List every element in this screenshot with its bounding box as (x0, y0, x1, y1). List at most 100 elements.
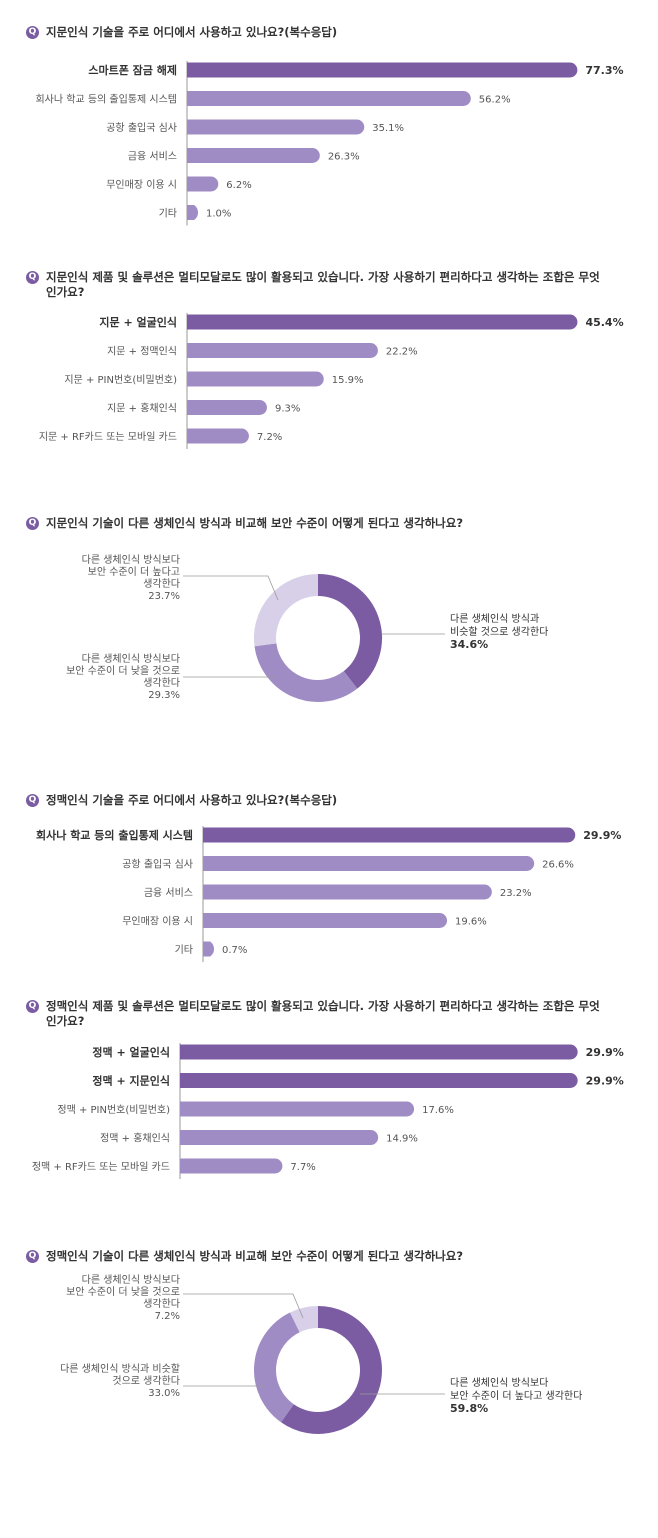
category-label: 정맥 + PIN번호(비밀번호) (57, 1104, 170, 1116)
annotation-value: 34.6% (450, 638, 488, 651)
annotation-value: 29.3% (148, 690, 180, 701)
annotation-label: 보안 수준이 더 높다고 생각한다 (450, 1390, 582, 1402)
value-label: 23.2% (500, 888, 532, 899)
category-label: 회사나 학교 등의 출입통제 시스템 (35, 93, 177, 106)
bar (203, 827, 576, 843)
chart-section-vein-usage: Q 정맥인식 기술을 주로 어디에서 사용하고 있나요?(복수응답) 회사나 학… (0, 780, 658, 980)
category-label: 회사나 학교 등의 출입통제 시스템 (36, 828, 193, 842)
category-label: 무인매장 이용 시 (122, 916, 193, 928)
bar (180, 1073, 578, 1088)
bar (187, 371, 324, 387)
donut-slice (290, 1306, 319, 1333)
category-label: 지문 + 얼굴인식 (99, 315, 177, 329)
value-label: 29.9% (586, 1075, 624, 1088)
bar-base (187, 314, 195, 330)
value-label: 26.3% (328, 152, 360, 163)
bar (187, 400, 267, 415)
annotation-value: 7.2% (155, 1311, 180, 1322)
bar-chart-vein-usage: 회사나 학교 등의 출입통제 시스템 29.9% 공항 출입국 심사 26.6% 금융 … (36, 826, 621, 962)
category-label: 공항 출입국 심사 (122, 858, 193, 871)
bar (180, 1130, 379, 1145)
value-label: 0.7% (222, 945, 247, 956)
bar (187, 428, 249, 444)
annotation-label: 다른 생체인식 방식보다 (82, 653, 180, 665)
question-title: 정맥인식 기술이 다른 생체인식 방식과 비교해 보안 수준이 어떻게 된다고 … (46, 1249, 464, 1263)
bar (187, 176, 219, 192)
value-label: 77.3% (585, 64, 623, 77)
category-label: 지문 + 정맥인식 (107, 346, 177, 358)
bar (187, 62, 578, 78)
bar-base (187, 119, 195, 135)
bar-base (203, 941, 211, 957)
annotation-label: 다른 생체인식 방식보다 (82, 554, 180, 566)
value-label: 29.9% (583, 829, 621, 842)
question-icon: Q (26, 794, 39, 807)
bar-base (187, 371, 195, 387)
bar-base (187, 400, 195, 415)
bar-base (187, 343, 195, 358)
category-label: 지문 + RF카드 또는 모바일 카드 (39, 431, 177, 443)
question-icon: Q (26, 1000, 39, 1013)
annotation-label: 다른 생체인식 방식보다 (82, 1274, 180, 1286)
value-label: 22.2% (386, 347, 418, 358)
donut-slice (254, 574, 319, 647)
category-label: 스마트폰 잠금 해제 (88, 63, 177, 77)
question-title: 지문인식 제품 및 솔루션은 멀티모달로도 많이 활용되고 있습니다. 가장 사… (46, 270, 600, 299)
annotation-label: 다른 생체인식 방식과 (450, 613, 539, 625)
bar (180, 1101, 415, 1117)
category-label: 지문 + PIN번호(비밀번호) (64, 374, 177, 386)
donut-slice (254, 642, 358, 702)
category-label: 기타 (159, 208, 177, 220)
bar-base (180, 1044, 188, 1060)
annotation-label: 보안 수준이 더 낮을 것으로 (66, 1286, 180, 1298)
value-label: 19.6% (455, 917, 487, 928)
category-label: 공항 출입국 심사 (106, 121, 177, 134)
question-icon: Q (26, 26, 39, 39)
bar (203, 856, 535, 871)
annotation-label: 비슷할 것으로 생각한다 (450, 626, 548, 638)
bar-base (180, 1101, 188, 1117)
bar (187, 343, 378, 358)
leader-line (183, 1293, 304, 1319)
annotation-label: 생각한다 (143, 1298, 180, 1310)
value-label: 9.3% (275, 404, 300, 415)
annotation-value: 59.8% (450, 1402, 488, 1415)
bar-base (203, 856, 211, 871)
chart-section-fingerprint-multimodal: Q 지문인식 제품 및 솔루션은 멀티모달로도 많이 활용되고 있습니다. 가장… (0, 250, 658, 490)
donut-slice (317, 574, 382, 689)
bar-base (187, 205, 195, 220)
bar (187, 148, 320, 163)
annotation-value: 23.7% (148, 591, 180, 602)
category-label: 정맥 + 홍채인식 (100, 1132, 170, 1145)
question-title: 정맥인식 기술을 주로 어디에서 사용하고 있나요?(복수응답) (46, 793, 338, 807)
category-label: 정맥 + RF카드 또는 모바일 카드 (32, 1161, 170, 1173)
annotation-label: 다른 생체인식 방식과 비슷할 (60, 1363, 180, 1375)
bar (180, 1158, 283, 1174)
value-label: 15.9% (332, 375, 364, 386)
value-label: 7.2% (257, 432, 282, 443)
bar-base (203, 827, 211, 843)
value-label: 6.2% (226, 180, 251, 191)
bar (187, 314, 578, 330)
annotation-label: 보안 수준이 더 높다고 (88, 566, 180, 578)
category-label: 정맥 + 지문인식 (92, 1074, 170, 1088)
value-label: 26.6% (542, 860, 574, 871)
category-label: 무인매장 이용 시 (106, 179, 177, 191)
donut-slice (254, 1312, 301, 1423)
value-label: 29.9% (586, 1046, 624, 1059)
bar-chart-vein-multimodal: 정맥 + 얼굴인식 29.9% 정맥 + 지문인식 29.9% 정맥 + PIN번호(비… (32, 1043, 624, 1179)
category-label: 금융 서비스 (144, 887, 193, 899)
bar (203, 913, 448, 928)
bar (180, 1044, 578, 1060)
chart-section-vein-security: Q 정맥인식 기술이 다른 생체인식 방식과 비교해 보안 수준이 어떻게 된다… (0, 1210, 658, 1538)
value-label: 1.0% (206, 209, 231, 220)
bar-base (187, 91, 195, 106)
question-icon: Q (26, 1250, 39, 1263)
leader-line (183, 575, 279, 601)
annotation-label: 보안 수준이 더 낮을 것으로 (66, 665, 180, 677)
bar (203, 884, 492, 900)
bar-base (187, 428, 195, 444)
chart-section-fingerprint-security: Q 지문인식 기술이 다른 생체인식 방식과 비교해 보안 수준이 어떻게 된다… (0, 490, 658, 780)
